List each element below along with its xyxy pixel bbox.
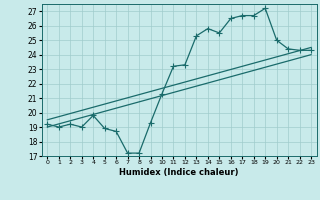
X-axis label: Humidex (Indice chaleur): Humidex (Indice chaleur): [119, 168, 239, 177]
